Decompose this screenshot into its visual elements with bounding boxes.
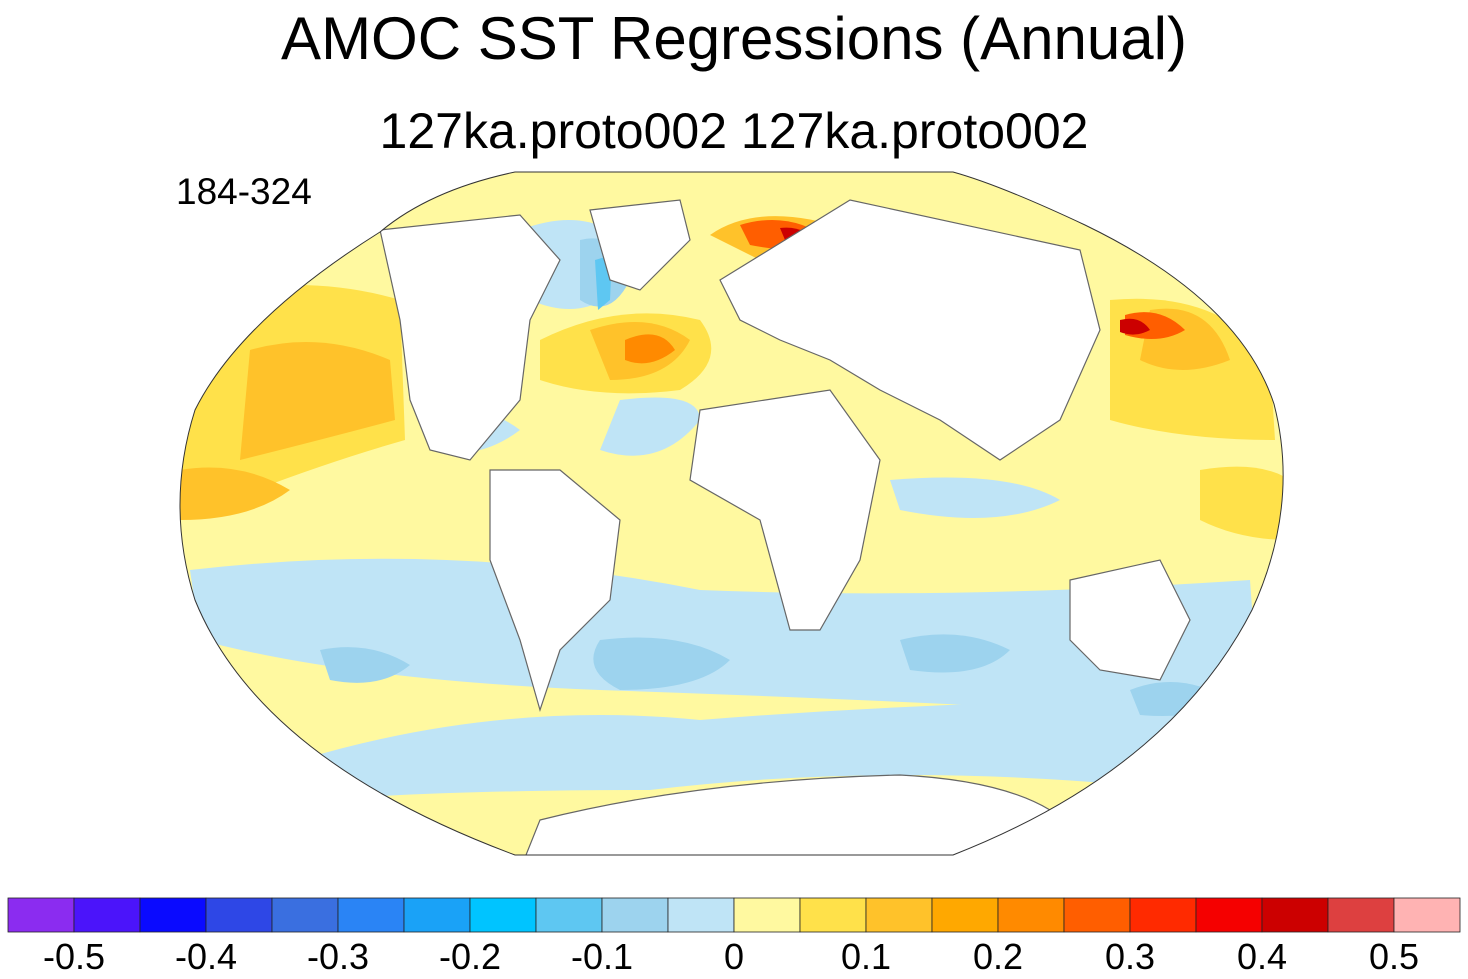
colorbar-tick-label: 0.5 [1368,936,1420,977]
southern-cool-band [190,558,1260,720]
kuroshio-peak [1120,318,1150,335]
south-america-land [489,469,621,713]
colorbar-swatch [1063,897,1131,933]
eurasia-land [719,199,1101,461]
map-subtitle: 127ka.proto002 127ka.proto002 [379,103,1089,159]
year-range-label: 184-324 [176,171,312,212]
colorbar-tick-label: 0.4 [1236,936,1288,977]
colorbar-swatch [7,897,75,933]
colorbar-swatch [205,897,273,933]
colorbar-swatch [865,897,933,933]
north-america-land [379,214,561,461]
colorbar-swatch [1393,897,1461,933]
colorbar-swatch [469,897,537,933]
ne-pacific-warmer [240,342,395,460]
colorbar-swatch [799,897,867,933]
africa-land [689,389,881,631]
colorbar-swatch [997,897,1065,933]
colorbar-tick-label: 0 [723,936,745,977]
tropical-atlantic-cool [600,397,700,456]
colorbar-swatch [337,897,405,933]
colorbar-swatch [931,897,999,933]
colorbar-swatch [667,897,735,933]
colorbar-tick-label: -0.3 [306,936,370,977]
south-atlantic-cool [593,637,730,690]
west-pacific-warm [1200,466,1284,540]
greenland-land [589,199,691,291]
colorbar-swatch [73,897,141,933]
colorbar-swatch [139,897,207,933]
colorbar-tick-label: -0.4 [174,936,238,977]
colorbar-swatch [271,897,339,933]
southern-ocean-cool [300,700,1200,800]
colorbar-swatch [1261,897,1329,933]
equatorial-indian-cool [890,477,1060,518]
colorbar [7,897,1461,933]
australia-land [1069,559,1191,681]
colorbar-tick-label: -0.2 [438,936,502,977]
colorbar-swatch [1129,897,1197,933]
indian-ocean-cool [900,634,1010,673]
colorbar-swatch [403,897,471,933]
colorbar-swatch [535,897,603,933]
globe-outline [179,171,1284,856]
map-title: AMOC SST Regressions (Annual) [281,5,1187,72]
colorbar-tick-label: -0.5 [42,936,106,977]
antarctica-land [519,774,1051,855]
colorbar-tick-label: 0.3 [1104,936,1156,977]
colorbar-swatch [1195,897,1263,933]
colorbar-tick-label: 0.2 [972,936,1024,977]
north-atlantic-peak [625,334,675,364]
colorbar-swatch [733,897,801,933]
central-pacific-warm [180,467,290,520]
colorbar-tick-label: 0.1 [840,936,892,977]
colorbar-tick-label: -0.1 [570,936,634,977]
colorbar-swatch [601,897,669,933]
south-pacific-cool [320,647,410,683]
sst-field [180,172,1284,855]
colorbar-swatch [1327,897,1395,933]
